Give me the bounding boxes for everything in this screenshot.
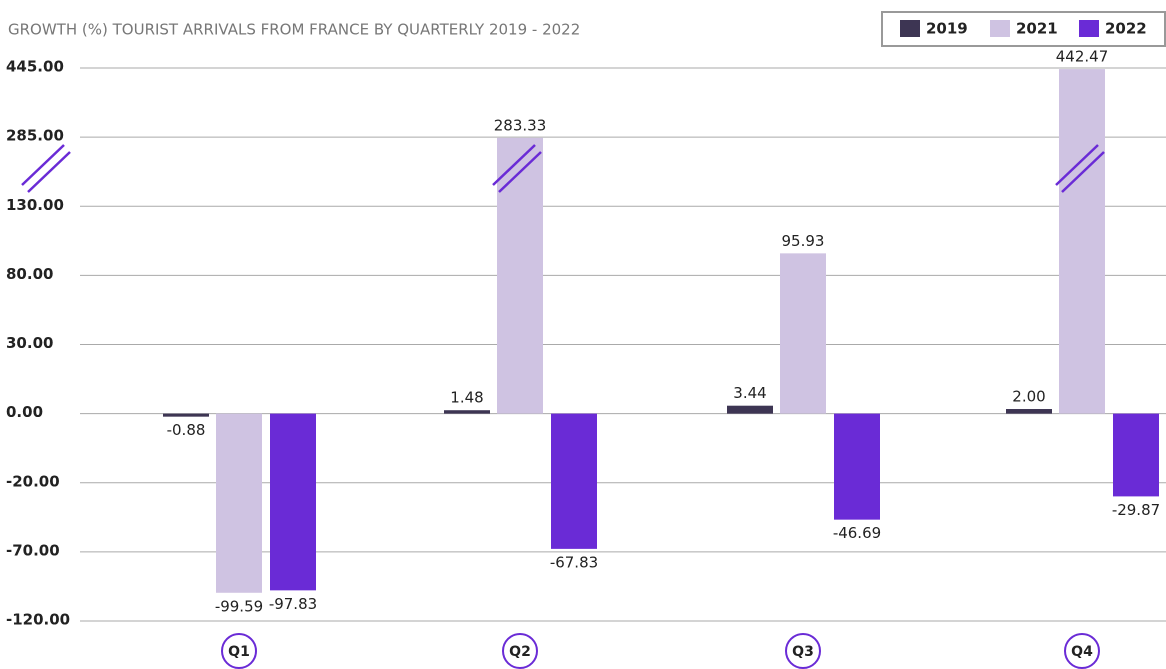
value-label: -97.83 <box>269 595 317 613</box>
legend-label: 2022 <box>1105 20 1147 38</box>
x-tick-label: Q1 <box>228 644 250 660</box>
bar <box>216 413 262 593</box>
y-tick-label: 285.00 <box>6 127 64 145</box>
bar <box>163 413 209 417</box>
legend-label: 2019 <box>926 20 968 38</box>
value-label: -67.83 <box>550 553 598 571</box>
bar <box>727 405 773 414</box>
legend-box <box>881 11 1166 47</box>
y-tick-label: 130.00 <box>6 196 64 214</box>
y-tick-label: 0.00 <box>6 403 43 421</box>
value-label: 283.33 <box>494 116 547 134</box>
bar <box>444 410 490 414</box>
y-tick-label: 30.00 <box>6 334 53 352</box>
y-tick-label: 445.00 <box>6 58 64 76</box>
plot: 445.00 285.00 130.00 80.00 30.00 0.00 -20.00 -7… <box>6 20 1166 669</box>
value-label: -46.69 <box>833 524 881 542</box>
bar <box>1006 409 1052 414</box>
category-badge <box>1064 633 1100 669</box>
chart-title: GROWTH (%) TOURIST ARRIVALS FROM FRANCE … <box>8 21 580 39</box>
value-label: 442.47 <box>1056 48 1109 66</box>
bar <box>780 253 826 414</box>
value-label: 3.44 <box>733 384 766 402</box>
bar <box>1113 413 1159 497</box>
y-tick-label: -20.00 <box>6 472 60 490</box>
bar <box>834 413 880 520</box>
legend-swatch <box>900 20 920 37</box>
value-label: -0.88 <box>167 421 206 439</box>
value-label: 1.48 <box>450 389 483 407</box>
x-tick-label: Q4 <box>1071 644 1093 660</box>
y-tick-label: -120.00 <box>6 611 70 629</box>
axis-break-marks <box>21 144 1105 193</box>
y-tick-label: 80.00 <box>6 265 53 283</box>
bar <box>551 413 597 549</box>
category-badge <box>785 633 821 669</box>
value-label: 2.00 <box>1012 388 1045 406</box>
category-badge <box>221 633 257 669</box>
legend-swatch <box>990 20 1010 37</box>
legend-label: 2021 <box>1016 20 1058 38</box>
legend-swatch <box>1079 20 1099 37</box>
value-label: -29.87 <box>1112 501 1160 519</box>
value-label: -99.59 <box>215 597 263 615</box>
bar <box>1059 69 1105 414</box>
category-badge <box>502 633 538 669</box>
y-tick-label: -70.00 <box>6 541 60 559</box>
bar <box>270 413 316 591</box>
bar <box>497 137 543 414</box>
x-tick-label: Q3 <box>792 644 814 660</box>
x-tick-label: Q2 <box>509 644 531 660</box>
value-label: 95.93 <box>782 232 825 250</box>
